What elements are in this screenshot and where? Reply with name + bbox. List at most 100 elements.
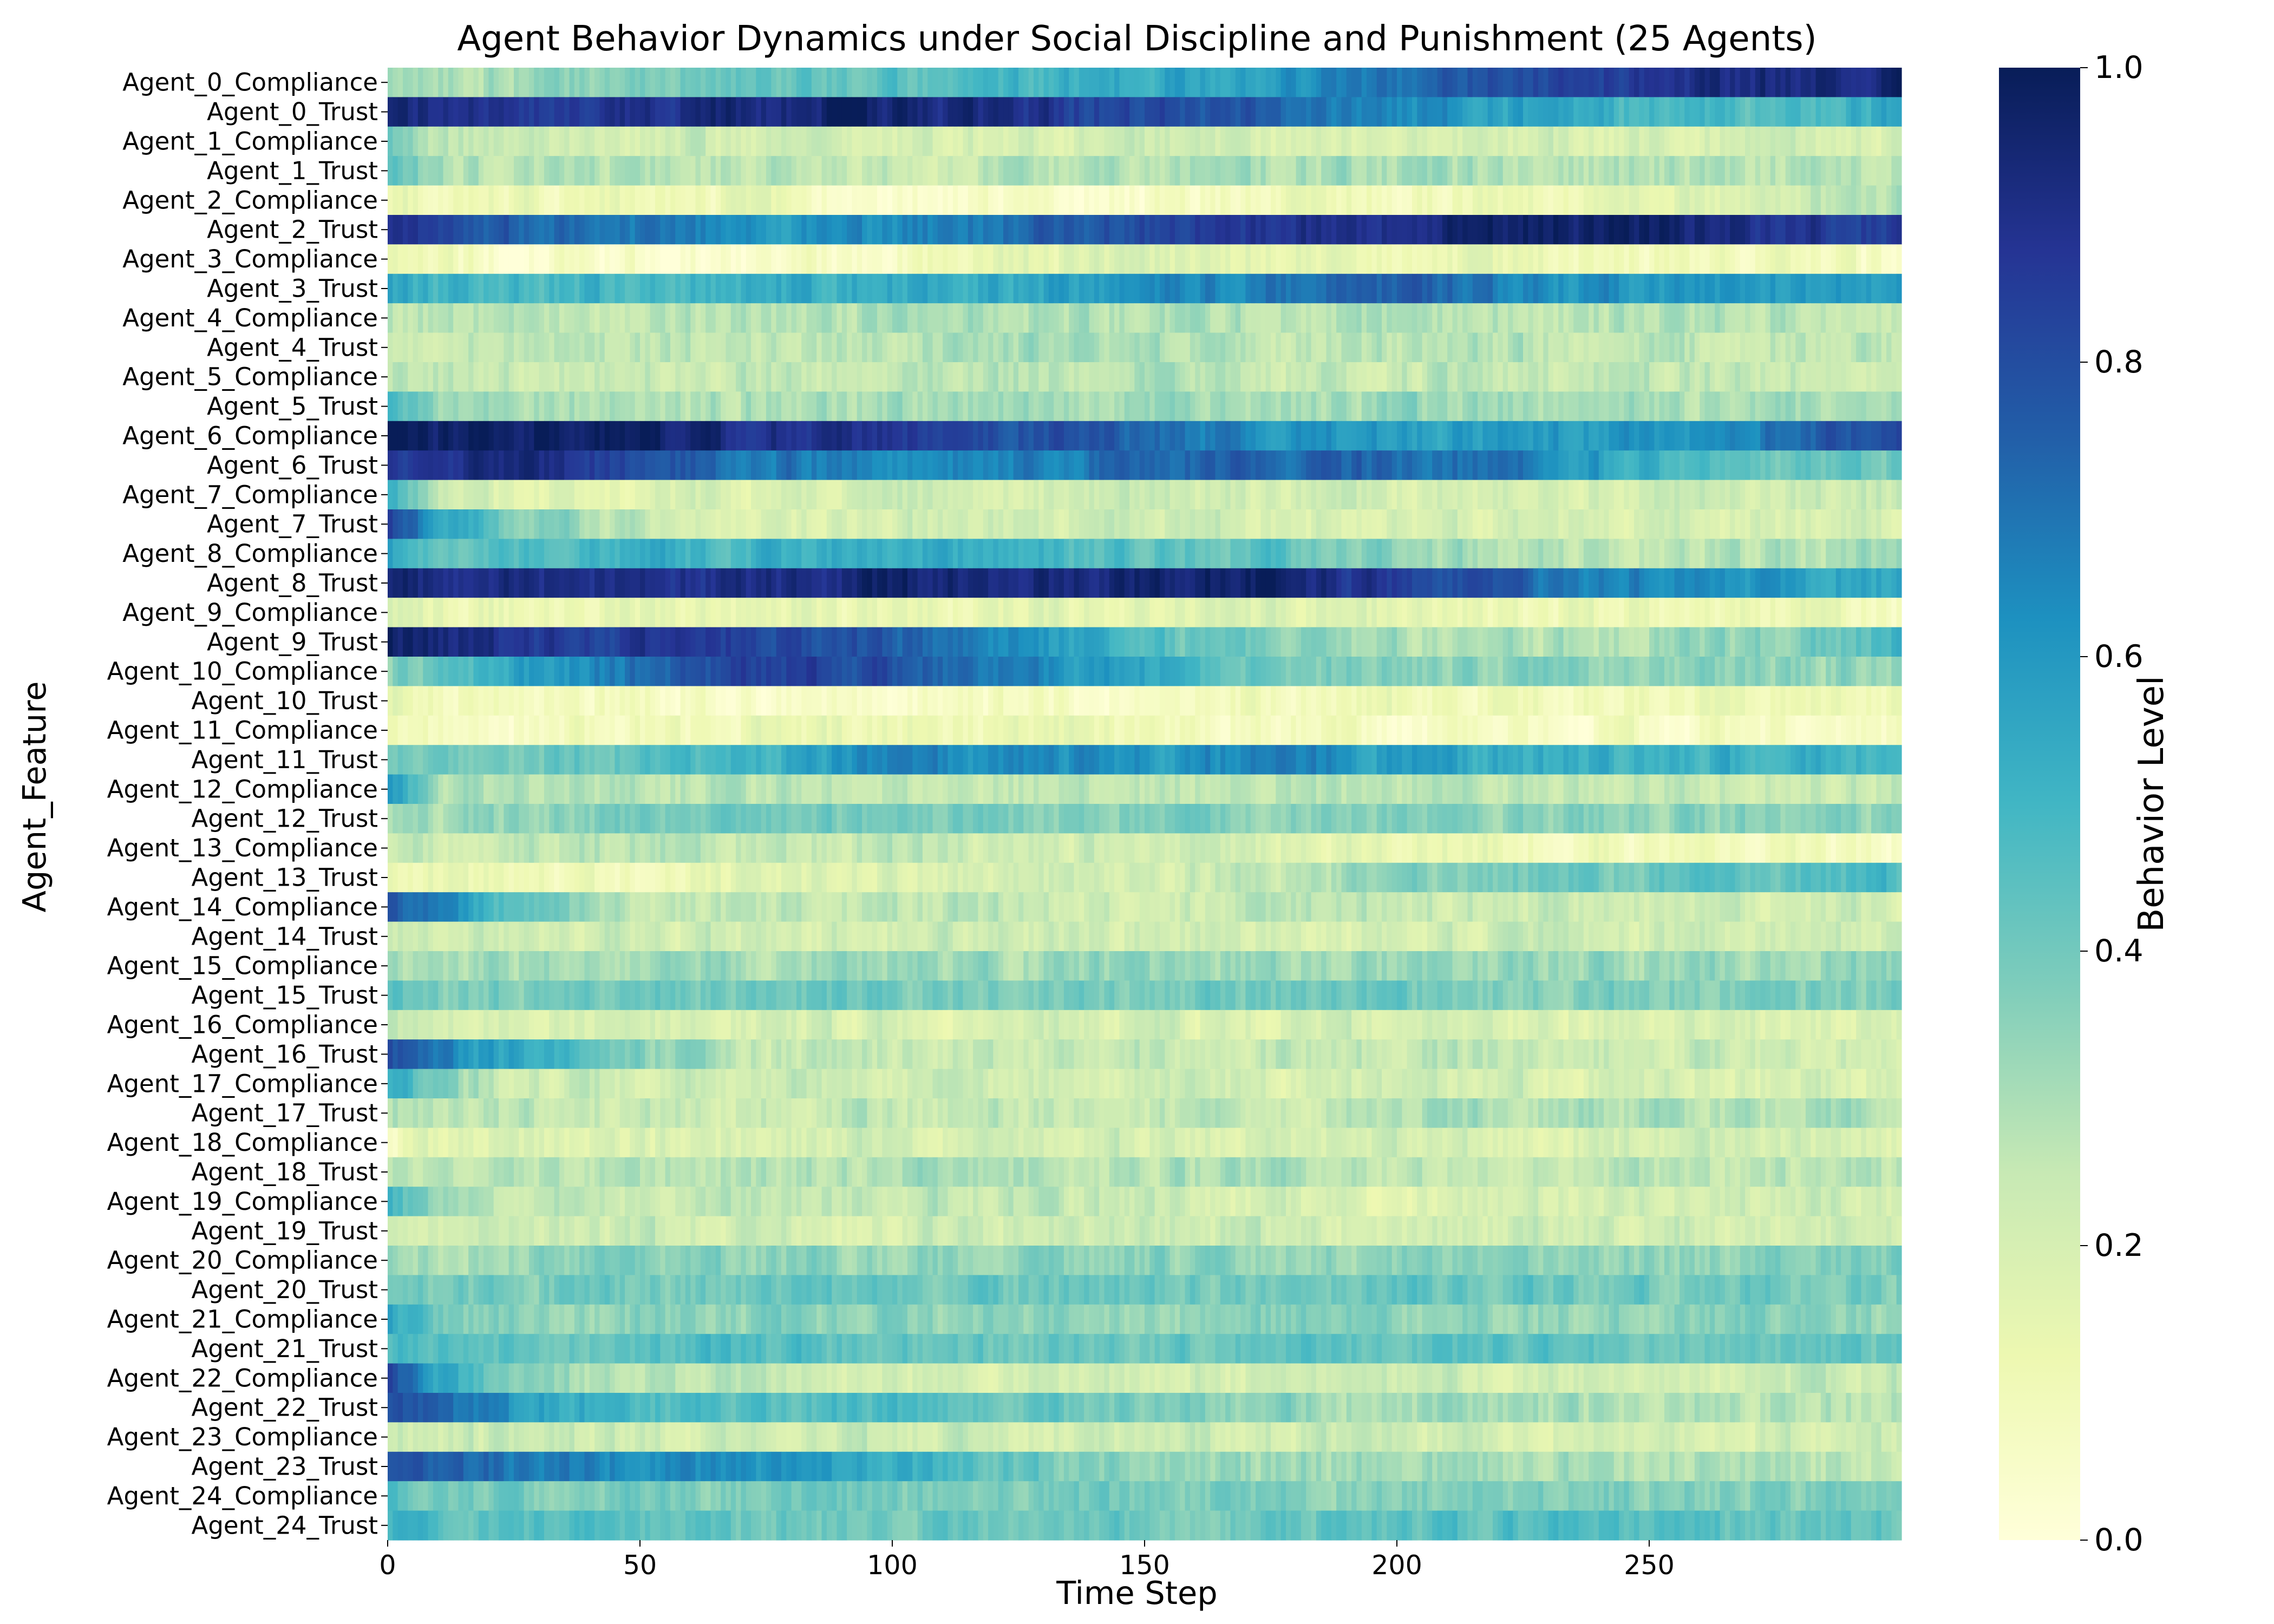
heatmap-cell — [1604, 215, 1610, 245]
heatmap-cell — [483, 450, 489, 481]
heatmap-cell — [1169, 126, 1175, 156]
heatmap-cell — [569, 185, 575, 215]
heatmap-cell — [1149, 362, 1155, 392]
heatmap-cell — [1280, 244, 1286, 274]
heatmap-cell — [1124, 421, 1130, 451]
heatmap-cell — [1033, 156, 1039, 186]
heatmap-cell — [1382, 273, 1387, 304]
heatmap-cell — [730, 126, 736, 156]
heatmap-cell — [1613, 391, 1619, 422]
heatmap-cell — [1881, 362, 1887, 392]
heatmap-cell — [615, 273, 620, 304]
heatmap-cell — [690, 126, 696, 156]
heatmap-cell — [1008, 480, 1014, 510]
heatmap-cell — [1548, 244, 1554, 274]
heatmap-cell — [524, 421, 530, 451]
heatmap-cell — [1654, 97, 1660, 127]
heatmap-cell — [1493, 332, 1498, 363]
heatmap-cell — [1684, 450, 1690, 481]
heatmap-cell — [1462, 244, 1468, 274]
heatmap-cell — [1311, 450, 1317, 481]
heatmap-cell — [504, 97, 509, 127]
heatmap-cell — [1084, 421, 1090, 451]
heatmap-cell — [413, 215, 419, 245]
heatmap-cell — [1472, 509, 1478, 539]
heatmap-cell — [837, 421, 842, 451]
heatmap-cell — [837, 273, 842, 304]
heatmap-cell — [1301, 391, 1306, 422]
heatmap-cell — [1876, 244, 1882, 274]
heatmap-cell — [610, 509, 615, 539]
heatmap-cell — [1700, 480, 1706, 510]
heatmap-cell — [786, 273, 792, 304]
heatmap-cell — [1508, 273, 1513, 304]
heatmap-cell — [1058, 480, 1064, 510]
heatmap-cell — [1058, 97, 1064, 127]
heatmap-cell — [1074, 185, 1080, 215]
heatmap-cell — [857, 391, 862, 422]
heatmap-cell — [655, 421, 661, 451]
heatmap-cell — [1427, 215, 1433, 245]
heatmap-cell — [1457, 332, 1463, 363]
heatmap-cell — [761, 97, 767, 127]
heatmap-cell — [524, 97, 530, 127]
heatmap-cell — [1180, 332, 1186, 363]
heatmap-cell — [675, 244, 681, 274]
heatmap-cell — [776, 97, 782, 127]
heatmap-cell — [1003, 539, 1009, 569]
heatmap-cell — [1114, 97, 1120, 127]
heatmap-cell — [1240, 362, 1246, 392]
heatmap-cell — [1583, 450, 1589, 481]
heatmap-cell — [1402, 185, 1408, 215]
heatmap-cell — [1391, 215, 1397, 245]
heatmap-cell — [1145, 97, 1150, 127]
heatmap-cell — [1543, 185, 1549, 215]
heatmap-cell — [650, 421, 656, 451]
heatmap-cell — [1058, 156, 1064, 186]
heatmap-cell — [1835, 391, 1841, 422]
heatmap-cell — [993, 244, 999, 274]
heatmap-cell — [993, 273, 999, 304]
heatmap-cell — [1715, 421, 1721, 451]
heatmap-cell — [1442, 332, 1448, 363]
heatmap-cell — [1306, 273, 1312, 304]
heatmap-cell — [736, 509, 741, 539]
heatmap-cell — [1674, 273, 1680, 304]
heatmap-cell — [1765, 362, 1771, 392]
heatmap-cell — [635, 215, 641, 245]
heatmap-cell — [559, 391, 565, 422]
heatmap-cell — [1235, 68, 1241, 97]
heatmap-cell — [1866, 244, 1872, 274]
heatmap-cell — [499, 156, 504, 186]
heatmap-cell — [1735, 303, 1741, 333]
heatmap-cell — [801, 362, 807, 392]
heatmap-cell — [1306, 421, 1312, 451]
heatmap-cell — [610, 126, 615, 156]
heatmap-cell — [1346, 480, 1352, 510]
heatmap-cell — [1598, 391, 1604, 422]
heatmap-cell — [922, 185, 928, 215]
heatmap-cell — [847, 185, 853, 215]
heatmap-cell — [1775, 421, 1781, 451]
heatmap-cell — [1523, 480, 1528, 510]
heatmap-cell — [448, 391, 454, 422]
heatmap-cell — [847, 126, 853, 156]
heatmap-cell — [1613, 450, 1619, 481]
heatmap-cell — [1730, 509, 1736, 539]
heatmap-cell — [1008, 362, 1014, 392]
heatmap-cell — [1508, 450, 1513, 481]
heatmap-cell — [1346, 215, 1352, 245]
heatmap-cell — [1478, 362, 1484, 392]
heatmap-cell — [579, 215, 585, 245]
heatmap-cell — [1644, 509, 1650, 539]
heatmap-cell — [1543, 362, 1549, 392]
heatmap-cell — [781, 421, 787, 451]
heatmap-cell — [917, 68, 923, 97]
heatmap-cell — [645, 480, 651, 510]
heatmap-cell — [1548, 509, 1554, 539]
heatmap-cell — [423, 391, 429, 422]
heatmap-cell — [912, 303, 918, 333]
heatmap-cell — [1730, 185, 1736, 215]
heatmap-cell — [721, 539, 727, 569]
heatmap-cell — [665, 480, 671, 510]
